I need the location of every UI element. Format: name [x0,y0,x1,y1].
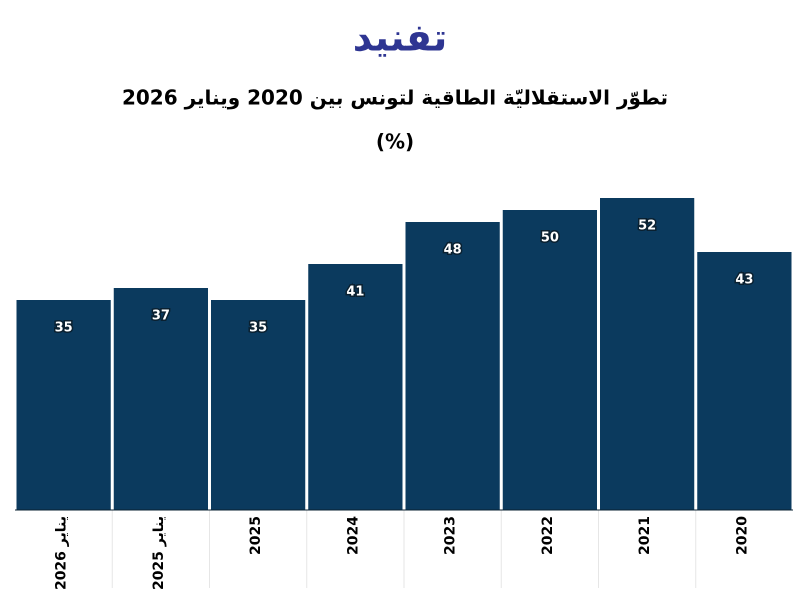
x-tick-label: 2023 [443,516,459,555]
bar [697,252,792,510]
x-tick-label: 2025 [248,516,264,555]
value-label: 35 [55,321,73,336]
bar [211,300,306,510]
chart-subtitle: (%) [376,130,414,154]
value-label: 52 [638,219,656,234]
bar [16,300,111,510]
brand-logo: تفنيد [353,16,448,60]
value-label: 50 [541,231,559,246]
bar [308,264,403,510]
x-tick-label: 2022 [540,516,556,555]
value-label: 48 [444,243,462,258]
x-tick-label: 2024 [345,516,361,555]
value-label: 35 [249,321,267,336]
value-label: 41 [346,285,364,300]
chart-title: تطوّر الاستقلاليّة الطاقية لتونس بين 202… [122,86,668,110]
x-tick-label: يناير 2026 [54,516,70,590]
bar [113,288,208,510]
x-tick-label: 2021 [637,516,653,555]
value-label: 43 [735,273,753,288]
x-tick-label: 2020 [734,516,750,555]
bar [600,198,695,510]
value-label: 37 [152,309,170,324]
bar [502,210,597,510]
x-tick-label: يناير 2025 [151,516,167,590]
bar [405,222,500,510]
